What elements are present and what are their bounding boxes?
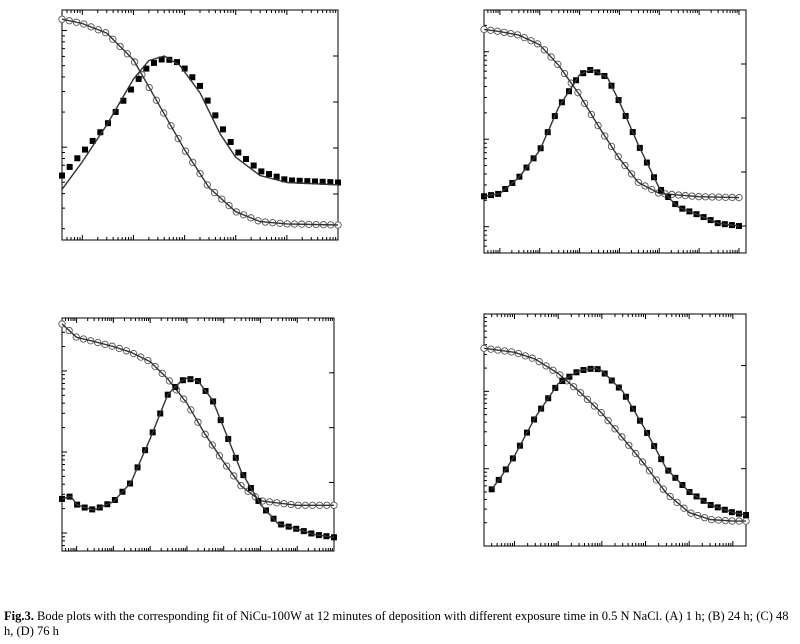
phase-data-point <box>59 172 65 179</box>
panel-a <box>58 9 342 241</box>
phase-fit-line <box>491 367 747 516</box>
panel-b <box>480 9 747 254</box>
phase-data-point <box>289 177 295 184</box>
panel-c <box>58 317 338 552</box>
impedance-fit-line <box>483 347 746 522</box>
phase-data-point <box>135 75 142 82</box>
plot-frame <box>61 317 335 552</box>
phase-fit-line <box>61 55 339 190</box>
phase-data-point <box>312 178 318 185</box>
phase-data-point <box>227 138 234 145</box>
phase-data-point <box>304 178 311 185</box>
phase-data-point <box>151 59 157 66</box>
phase-data-point <box>66 163 73 170</box>
caption-label: Fig.3. <box>4 609 34 623</box>
phase-data-point <box>281 176 288 183</box>
phase-data-point <box>97 129 104 136</box>
phase-data-point <box>296 177 303 184</box>
panel-d <box>480 313 750 547</box>
plot-frame <box>483 9 747 254</box>
phase-data-point <box>243 156 249 163</box>
phase-data-point <box>181 65 188 72</box>
phase-data-point <box>74 155 81 162</box>
phase-data-point <box>82 146 88 153</box>
phase-data-point <box>319 178 326 185</box>
impedance-fit-line <box>61 323 334 506</box>
phase-data-point <box>89 137 96 144</box>
phase-data-point <box>235 149 242 156</box>
phase-data-point <box>335 179 341 186</box>
caption-text: Bode plots with the corresponding fit of… <box>4 609 789 638</box>
phase-data-point <box>174 59 180 66</box>
phase-data-point <box>143 65 150 72</box>
phase-data-point <box>112 108 119 115</box>
phase-data-point <box>120 97 127 104</box>
phase-data-point <box>327 179 334 186</box>
phase-data-point <box>59 495 65 502</box>
phase-data-point <box>266 171 272 178</box>
phase-data-point <box>158 56 165 63</box>
phase-data-point <box>273 173 280 180</box>
phase-data-point <box>212 112 219 119</box>
phase-data-point <box>250 162 257 169</box>
impedance-fit-line <box>61 18 339 226</box>
bode-plot-figure <box>58 9 750 552</box>
plot-frame <box>61 9 339 241</box>
phase-data-point <box>189 74 196 81</box>
phase-data-point <box>128 86 134 93</box>
phase-data-point <box>204 97 211 104</box>
phase-data-point <box>258 168 265 175</box>
phase-data-point <box>220 126 226 133</box>
figure-caption: Fig.3. Bode plots with the corresponding… <box>4 609 794 639</box>
phase-data-point <box>197 82 203 89</box>
phase-fit-line <box>483 68 740 227</box>
phase-fit-line <box>61 377 335 538</box>
